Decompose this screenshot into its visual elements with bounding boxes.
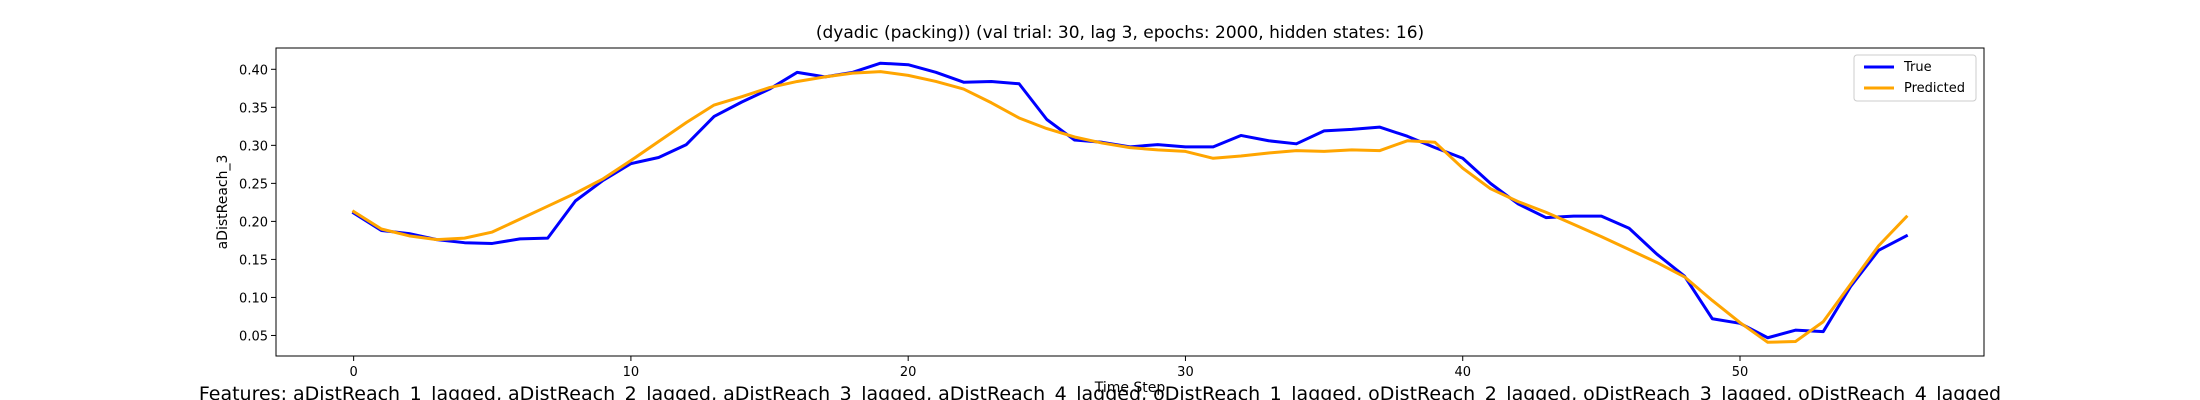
x-axis: 0 10 20 30 40 50 xyxy=(349,356,1748,380)
legend: True Predicted xyxy=(1853,54,1977,102)
y-axis: 0.05 0.10 0.15 0.20 0.25 0.30 0.35 0.40 xyxy=(239,63,276,344)
y-tick-label: 0.30 xyxy=(239,139,268,154)
y-tick-label: 0.40 xyxy=(239,63,268,78)
x-tick-label: 0 xyxy=(349,365,357,380)
x-tick-label: 20 xyxy=(900,365,917,380)
y-axis-label: aDistReach_3 xyxy=(215,155,231,250)
x-tick-label: 50 xyxy=(1732,365,1749,380)
y-tick-label: 0.15 xyxy=(239,253,268,268)
features-caption: Features: aDistReach_1_lagged, aDistReac… xyxy=(199,383,2001,400)
series-line-true xyxy=(351,61,1909,340)
y-tick-label: 0.05 xyxy=(239,329,268,344)
series-layer xyxy=(351,61,1909,344)
chart-title: (dyadic (packing)) (val trial: 30, lag 3… xyxy=(816,23,1424,43)
x-tick-label: 40 xyxy=(1454,365,1471,380)
x-axis-label: Time Step xyxy=(1094,380,1166,396)
plot-area xyxy=(275,47,1985,357)
plot-frame xyxy=(275,47,1985,357)
legend-label-true: True xyxy=(1903,60,1932,75)
legend-label-predicted: Predicted xyxy=(1904,81,1965,96)
y-tick-label: 0.20 xyxy=(239,215,268,230)
y-tick-label: 0.10 xyxy=(239,291,268,306)
x-tick-label: 30 xyxy=(1177,365,1194,380)
x-tick-label: 10 xyxy=(623,365,640,380)
series-line-predicted xyxy=(351,70,1909,344)
y-tick-label: 0.25 xyxy=(239,177,268,192)
y-tick-label: 0.35 xyxy=(239,101,268,116)
